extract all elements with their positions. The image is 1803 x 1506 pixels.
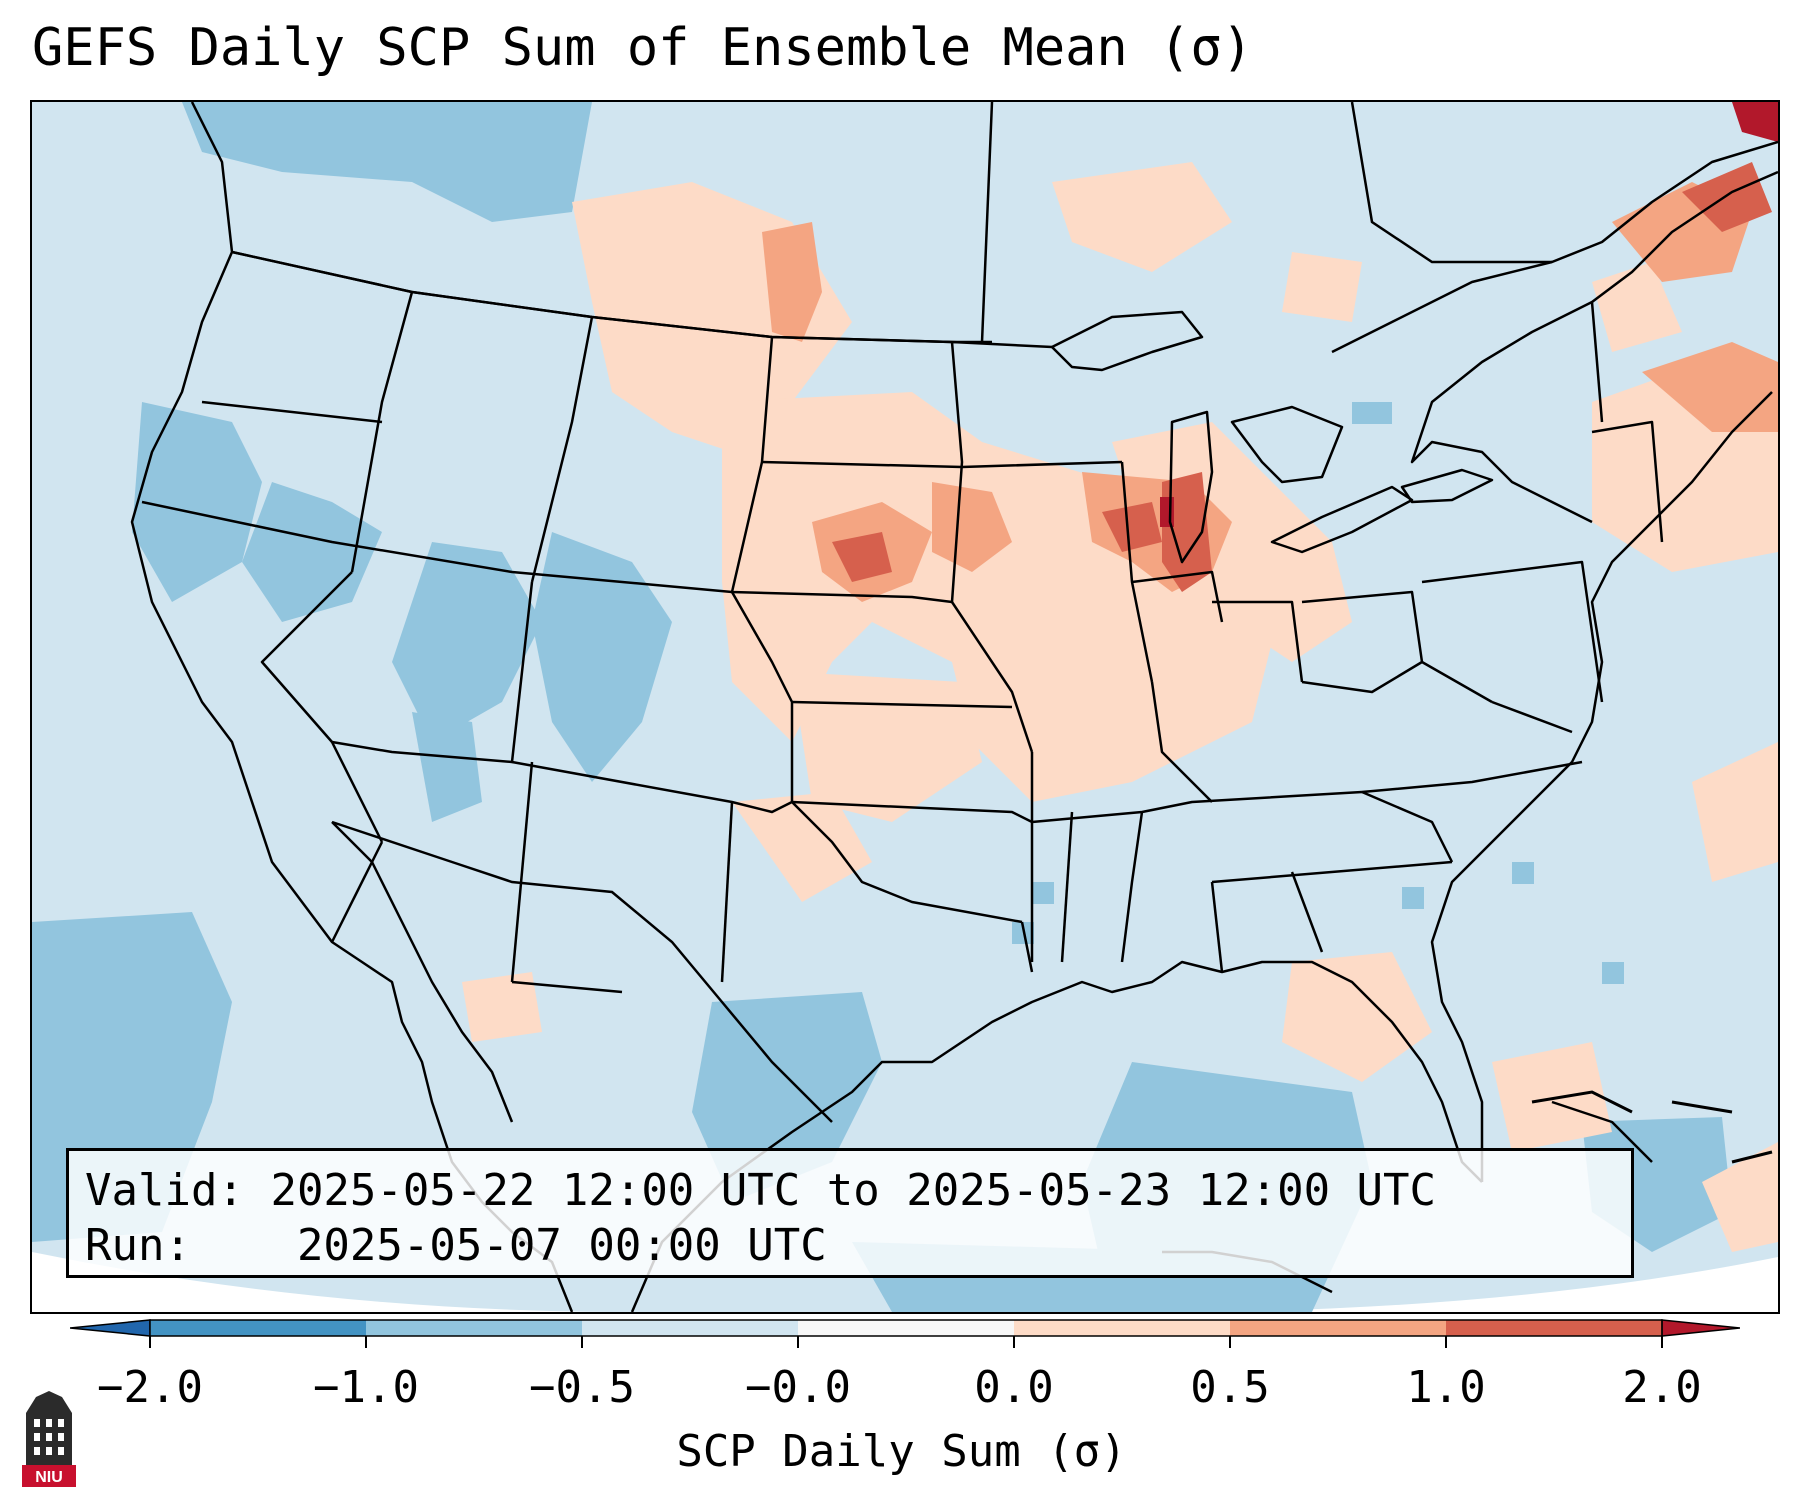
logo-tower xyxy=(26,1391,72,1465)
islands xyxy=(1531,1090,1773,1164)
colorbar-tick-label: −1.0 xyxy=(313,1362,419,1413)
domain-corner-left xyxy=(32,1252,652,1312)
country-border-canada xyxy=(231,102,1552,349)
colorbar-bin-3 xyxy=(582,1320,798,1336)
valid-label: Valid: xyxy=(85,1165,244,1216)
map-svg xyxy=(32,102,1778,1312)
colorbar-bin-4 xyxy=(798,1320,1014,1336)
colorbar-bin-6 xyxy=(1230,1320,1446,1336)
colorbar-tick-label: 2.0 xyxy=(1622,1362,1702,1413)
colorbar-extend-low xyxy=(70,1319,151,1337)
colorbar-bin-2 xyxy=(366,1320,582,1336)
valid-run-info-box: Valid: 2025-05-22 12:00 UTC to 2025-05-2… xyxy=(66,1148,1634,1278)
run-label: Run: xyxy=(85,1220,191,1271)
colorbar-extend-high xyxy=(1661,1319,1740,1337)
colorbar-tick-label: −2.0 xyxy=(97,1362,203,1413)
colorbar-outline xyxy=(149,1319,1663,1337)
colorbar-tick-label: −0.5 xyxy=(529,1362,635,1413)
colorbar-bin-7 xyxy=(1446,1320,1662,1336)
colorbar-bin-5 xyxy=(1014,1320,1230,1336)
valid-period: 2025-05-22 12:00 UTC to 2025-05-23 12:00… xyxy=(270,1165,1437,1216)
map-title: GEFS Daily SCP Sum of Ensemble Mean (σ) xyxy=(32,18,1253,78)
state-boundaries xyxy=(141,250,1664,994)
colorbar-tick-label: 0.0 xyxy=(974,1362,1054,1413)
logo-banner xyxy=(22,1465,76,1487)
logo-text: NIU xyxy=(35,1469,63,1486)
run-time: 2025-05-07 00:00 UTC xyxy=(296,1220,827,1271)
great-lakes xyxy=(1050,310,1494,564)
map-panel xyxy=(30,100,1780,1314)
colorbar-tick-label: 0.5 xyxy=(1190,1362,1270,1413)
colorbar-label: SCP Daily Sum (σ) xyxy=(676,1426,1127,1477)
colorbar-ticks xyxy=(149,1336,1663,1348)
colorbar-tick-label: 1.0 xyxy=(1406,1362,1486,1413)
colorbar-bin-1 xyxy=(150,1320,366,1336)
country-border-mexico xyxy=(331,820,833,1123)
domain-corner-right xyxy=(1212,1257,1778,1312)
positive-anomaly-patches-strong xyxy=(832,162,1772,592)
colorbar xyxy=(70,1319,1740,1348)
logo-windows xyxy=(34,1419,64,1455)
niu-logo: NIU xyxy=(22,1391,76,1487)
colorbar-tick-label: −0.0 xyxy=(745,1362,851,1413)
